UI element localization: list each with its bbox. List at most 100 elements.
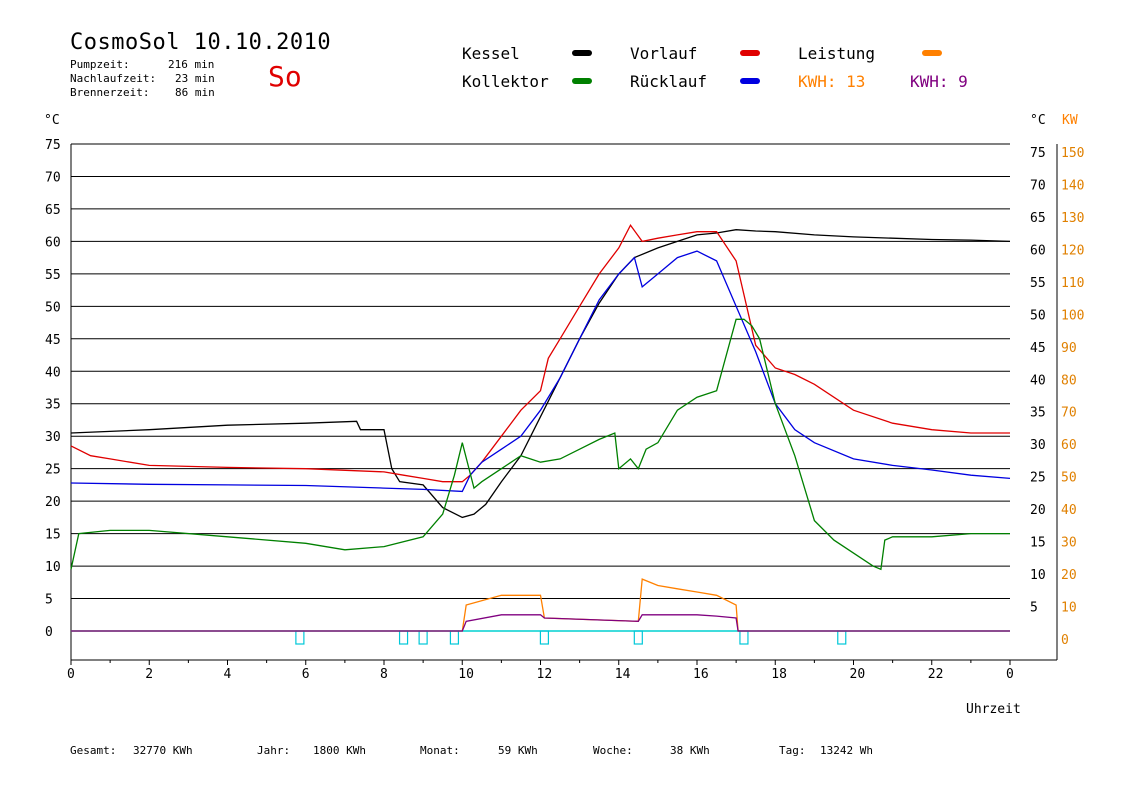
x-tick-label-2: 4 (224, 667, 232, 682)
gesamt-value: 32770 KWh (133, 744, 193, 757)
y2-tick-110: 110 (1061, 276, 1084, 291)
y2-tick-150: 150 (1061, 146, 1084, 161)
monat-label: Monat: (420, 744, 460, 757)
pump-event-6 (739, 630, 749, 645)
y2-tick-100: 100 (1061, 308, 1084, 323)
legend-kwh-orange: KWH: 13 (798, 72, 866, 91)
pump-event-5 (633, 630, 643, 645)
tag-value: 13242 Wh (820, 744, 873, 757)
y-tick-right-15: 15 (1030, 536, 1046, 551)
y2-tick-20: 20 (1061, 568, 1077, 583)
y-tick-right-10: 10 (1030, 568, 1046, 583)
y2-tick-80: 80 (1061, 373, 1077, 388)
y-tick-right-20: 20 (1030, 503, 1046, 518)
y2-tick-90: 90 (1061, 341, 1077, 356)
tag-label: Tag: (779, 744, 806, 757)
right-unit2-label: KW (1062, 113, 1078, 128)
y2-tick-70: 70 (1061, 406, 1077, 421)
y-tick-right-75: 75 (1030, 146, 1046, 161)
y-tick-right-50: 50 (1030, 308, 1046, 323)
left-unit-label: °C (44, 113, 60, 128)
x-tick-label-11: 22 (928, 667, 944, 682)
y-tick-left-5: 5 (45, 593, 53, 608)
pumpzeit-label: Pumpzeit: (70, 58, 130, 71)
x-tick-label-10: 20 (850, 667, 866, 682)
woche-value: 38 KWh (670, 744, 710, 757)
y-tick-left-20: 20 (45, 495, 61, 510)
y2-tick-120: 120 (1061, 243, 1084, 258)
y-tick-left-40: 40 (45, 365, 61, 380)
x-tick-label-6: 12 (537, 667, 553, 682)
pump-event-2 (418, 630, 428, 645)
legend-ruecklauf-label: Rücklauf (630, 72, 708, 91)
pump-event-3 (449, 630, 460, 645)
y-tick-right-25: 25 (1030, 471, 1046, 486)
pump-event-1 (398, 630, 409, 645)
series-kollektor (70, 318, 1010, 571)
x-tick-label-0: 0 (67, 667, 75, 682)
weekday-label: So (268, 60, 302, 93)
y-tick-left-30: 30 (45, 430, 61, 445)
series-kessel (70, 229, 1011, 519)
woche-label: Woche: (593, 744, 633, 757)
y-tick-left-55: 55 (45, 268, 61, 283)
y2-tick-130: 130 (1061, 211, 1084, 226)
x-tick-label-1: 2 (145, 667, 153, 682)
right-unit-label: °C (1030, 113, 1046, 128)
y-tick-right-35: 35 (1030, 406, 1046, 421)
y2-tick-10: 10 (1061, 601, 1077, 616)
y-tick-left-65: 65 (45, 203, 61, 218)
y2-tick-60: 60 (1061, 438, 1077, 453)
y2-tick-40: 40 (1061, 503, 1077, 518)
gesamt-label: Gesamt: (70, 744, 117, 757)
y-tick-right-45: 45 (1030, 341, 1046, 356)
legend-kessel-swatch (572, 50, 592, 56)
x-axis-label: Uhrzeit (966, 702, 1021, 717)
y-tick-right-65: 65 (1030, 211, 1046, 226)
pump-event-0 (295, 630, 305, 645)
y-tick-left-25: 25 (45, 463, 61, 478)
nachlaufzeit-value: 23 min (175, 72, 215, 85)
x-tick-label-9: 18 (771, 667, 787, 682)
legend-kollektor-label: Kollektor (462, 72, 549, 91)
x-tick-label-5: 10 (458, 667, 474, 682)
pumpzeit-value: 216 min (168, 58, 215, 71)
pump-event-7 (837, 630, 847, 645)
legend-kwh-purple: KWH: 9 (910, 72, 968, 91)
legend-kessel-label: Kessel (462, 44, 520, 63)
y-tick-right-40: 40 (1030, 373, 1046, 388)
y-tick-left-10: 10 (45, 560, 61, 575)
x-tick-label-7: 14 (615, 667, 631, 682)
legend-vorlauf-swatch (740, 50, 760, 56)
jahr-value: 1800 KWh (313, 744, 366, 757)
legend-leistung-label: Leistung (798, 44, 876, 63)
legend-ruecklauf-swatch (740, 78, 760, 84)
y-tick-left-35: 35 (45, 398, 61, 413)
x-tick-label-12: 0 (1006, 667, 1014, 682)
y-tick-right-60: 60 (1030, 243, 1046, 258)
series-leistung (71, 578, 1010, 632)
y-tick-left-60: 60 (45, 235, 61, 250)
y2-tick-140: 140 (1061, 178, 1084, 193)
y2-tick-0: 0 (1061, 633, 1069, 648)
y2-tick-30: 30 (1061, 536, 1077, 551)
x-tick-label-4: 8 (380, 667, 388, 682)
y-tick-right-5: 5 (1030, 601, 1038, 616)
chart-title: CosmoSol 10.10.2010 (70, 30, 332, 55)
y-tick-left-50: 50 (45, 300, 61, 315)
y2-tick-50: 50 (1061, 471, 1077, 486)
y-tick-left-0: 0 (45, 625, 53, 640)
y-tick-right-55: 55 (1030, 276, 1046, 291)
legend-leistung-swatch (922, 50, 942, 56)
brennerzeit-label: Brennerzeit: (70, 86, 150, 99)
brennerzeit-value: 86 min (175, 86, 215, 99)
series-vorlauf (70, 223, 1010, 483)
nachlaufzeit-label: Nachlaufzeit: (70, 72, 157, 85)
y-tick-left-15: 15 (45, 528, 61, 543)
legend-vorlauf-label: Vorlauf (630, 44, 698, 63)
x-tick-label-8: 16 (693, 667, 709, 682)
series-rcklauf (70, 250, 1011, 493)
y-tick-left-70: 70 (45, 170, 61, 185)
